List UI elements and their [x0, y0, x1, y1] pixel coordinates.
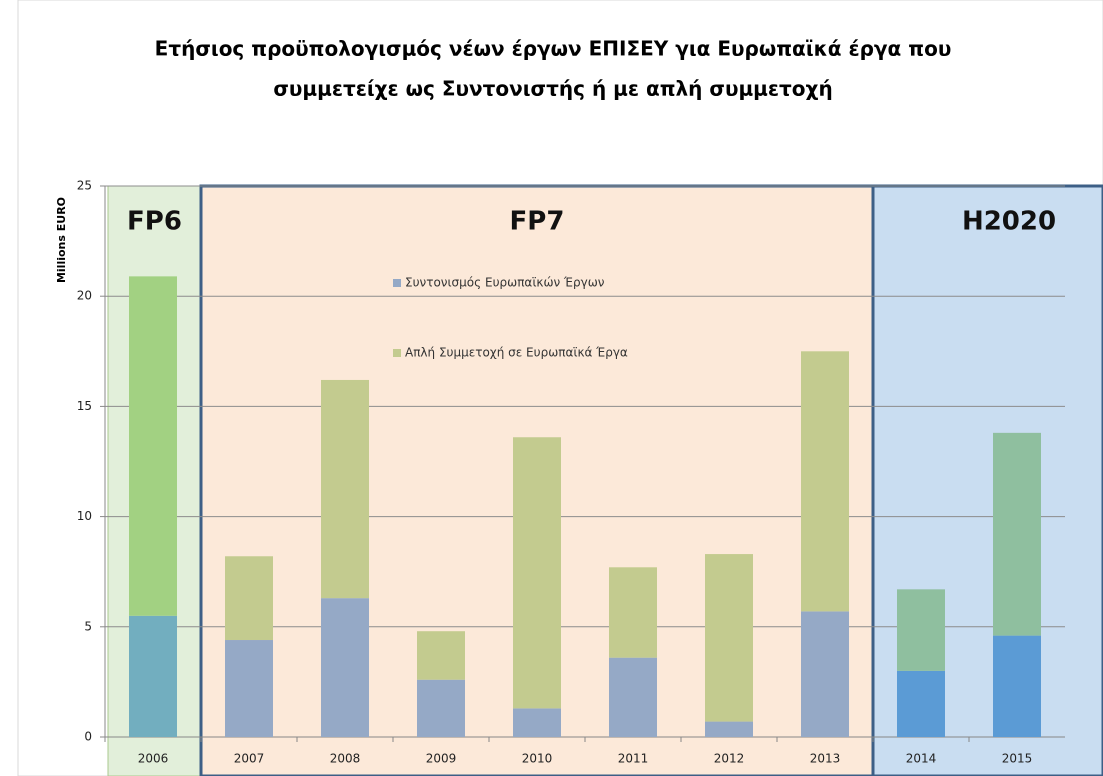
y-tick-label: 0 — [84, 730, 92, 744]
y-tick-label: 20 — [77, 289, 92, 303]
bar-segment — [513, 437, 561, 709]
legend-swatch — [393, 279, 401, 287]
bar-segment — [609, 567, 657, 658]
bar-segment — [513, 708, 561, 737]
bar-segment — [993, 635, 1041, 737]
x-tick-label: 2008 — [330, 752, 361, 766]
bar-segment — [705, 554, 753, 722]
chart-title: Ετήσιος προϋπολογισμός νέων έργων ΕΠΙΣΕΥ… — [155, 37, 952, 61]
bar-segment — [897, 670, 945, 737]
bar-segment — [417, 679, 465, 737]
bar-segment — [129, 276, 177, 616]
x-tick-label: 2011 — [618, 752, 649, 766]
x-tick-label: 2013 — [810, 752, 841, 766]
legend-swatch — [393, 349, 401, 357]
bar-segment — [897, 589, 945, 671]
region-label: H2020 — [962, 207, 1056, 237]
region-label: FP7 — [510, 207, 565, 237]
y-tick-label: 10 — [77, 509, 92, 523]
bar-segment — [225, 556, 273, 641]
bar-segment — [225, 640, 273, 737]
bar-segment — [321, 598, 369, 737]
bar-segment — [801, 611, 849, 737]
y-axis-label: Millions EURO — [55, 197, 68, 283]
region-label: FP6 — [127, 207, 182, 237]
x-tick-label: 2012 — [714, 752, 745, 766]
y-tick-label: 15 — [77, 399, 92, 413]
bar-segment — [609, 657, 657, 737]
y-tick-label: 5 — [84, 619, 92, 633]
x-tick-label: 2009 — [426, 752, 457, 766]
chart-title: συμμετείχε ως Συντονιστής ή με απλή συμμ… — [273, 77, 832, 101]
x-tick-label: 2007 — [234, 752, 265, 766]
bar-segment — [801, 351, 849, 612]
x-tick-label: 2015 — [1002, 752, 1033, 766]
legend-label: Συντονισμός Ευρωπαϊκών Έργων — [405, 276, 605, 290]
x-tick-label: 2006 — [138, 752, 169, 766]
bar-segment — [129, 615, 177, 737]
x-tick-label: 2014 — [906, 752, 937, 766]
bar-segment — [321, 379, 369, 599]
bar-segment — [993, 432, 1041, 636]
y-tick-label: 25 — [77, 179, 92, 193]
bar-segment — [417, 631, 465, 680]
legend-label: Απλή Συμμετοχή σε Ευρωπαϊκά Έργα — [405, 346, 628, 360]
bar-segment — [705, 721, 753, 737]
x-tick-label: 2010 — [522, 752, 553, 766]
